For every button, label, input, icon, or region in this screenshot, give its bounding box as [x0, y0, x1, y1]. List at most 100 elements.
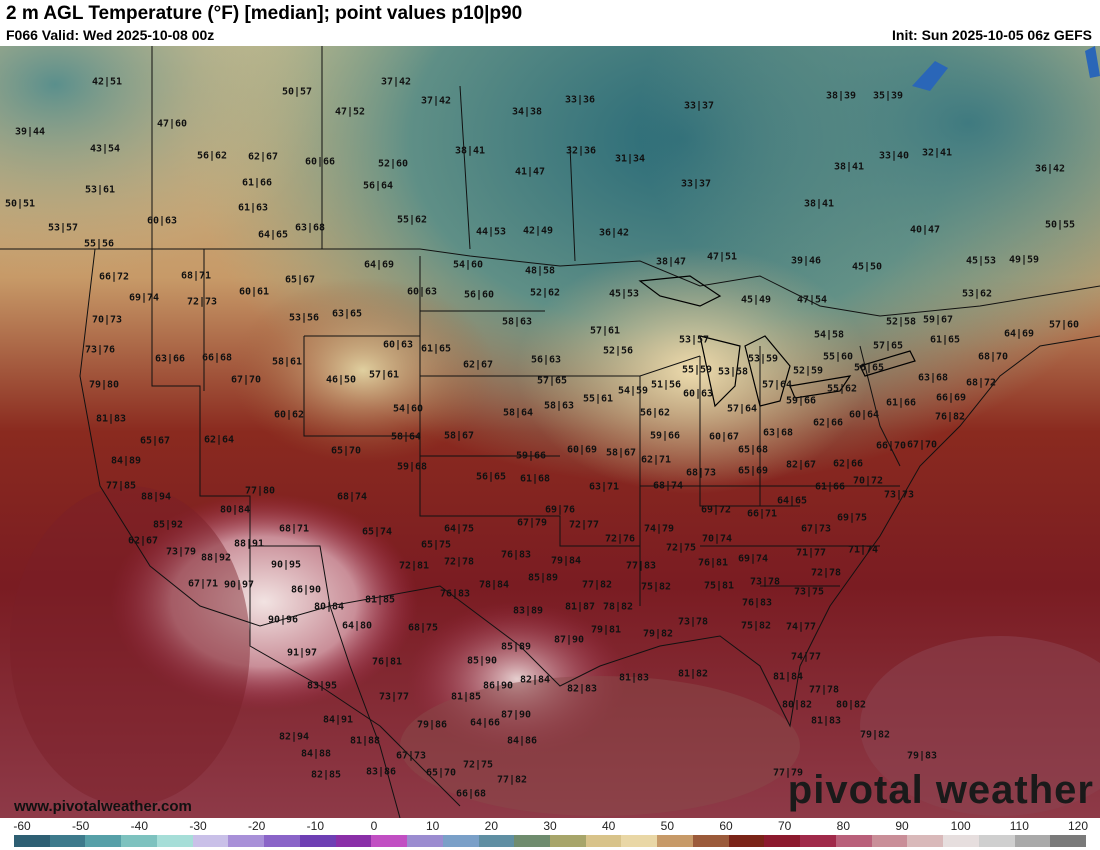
point-value: 79|80	[88, 379, 120, 391]
point-value: 53|58	[717, 366, 749, 378]
point-value: 68|71	[278, 523, 310, 535]
colorbar-swatch	[800, 835, 836, 847]
point-value: 65|74	[361, 526, 393, 538]
point-value: 80|82	[835, 699, 867, 711]
point-value: 69|72	[700, 504, 732, 516]
point-value: 53|62	[961, 288, 993, 300]
point-value: 48|58	[524, 265, 556, 277]
point-value: 52|58	[885, 316, 917, 328]
point-value: 45|53	[965, 255, 997, 267]
colorbar-swatch	[943, 835, 979, 847]
colorbar-tick-label: -40	[130, 819, 148, 833]
point-value: 47|60	[156, 118, 188, 130]
point-value: 62|64	[203, 434, 235, 446]
point-value: 52|60	[377, 158, 409, 170]
point-value: 57|64	[726, 403, 758, 415]
point-value: 90|97	[223, 579, 255, 591]
point-value: 56|62	[639, 407, 671, 419]
colorbar-swatch	[550, 835, 586, 847]
point-value: 61|63	[237, 202, 269, 214]
colorbar-bar	[14, 835, 1087, 847]
point-value: 44|53	[475, 226, 507, 238]
point-value: 65|70	[425, 767, 457, 779]
point-value: 58|67	[443, 430, 475, 442]
point-value: 59|68	[396, 461, 428, 473]
colorbar-tick-label: 70	[777, 819, 792, 833]
watermark-url: www.pivotalweather.com	[14, 798, 192, 815]
point-value: 76|81	[371, 656, 403, 668]
point-value: 72|76	[604, 533, 636, 545]
point-value: 65|75	[420, 539, 452, 551]
point-value: 72|75	[462, 759, 494, 771]
colorbar-tick-label: -10	[306, 819, 324, 833]
point-value: 64|80	[341, 620, 373, 632]
colorbar-swatch	[121, 835, 157, 847]
point-value: 66|68	[455, 788, 487, 800]
point-value: 50|57	[281, 86, 313, 98]
point-value: 65|69	[737, 465, 769, 477]
point-value: 47|54	[796, 294, 828, 306]
point-value: 32|36	[565, 145, 597, 157]
point-value: 56|65	[475, 471, 507, 483]
colorbar-tick-label: 0	[370, 819, 378, 833]
map-header: 2 m AGL Temperature (°F) [median]; point…	[0, 0, 1100, 46]
point-value: 72|73	[186, 296, 218, 308]
point-value: 64|69	[363, 259, 395, 271]
colorbar-tick-label: 110	[1009, 819, 1029, 833]
colorbar-tick-label: 50	[660, 819, 675, 833]
colorbar-tick-label: -30	[189, 819, 207, 833]
point-value: 62|67	[462, 359, 494, 371]
point-value: 81|83	[810, 715, 842, 727]
colorbar-tick-label: -20	[247, 819, 266, 833]
point-value: 70|74	[701, 533, 733, 545]
point-value: 57|65	[872, 340, 904, 352]
point-value: 80|82	[781, 699, 813, 711]
point-value: 56|65	[853, 362, 885, 374]
point-value: 79|82	[642, 628, 674, 640]
point-value: 91|97	[286, 647, 318, 659]
point-value: 39|44	[14, 126, 46, 138]
point-value: 31|34	[614, 153, 646, 165]
point-value: 77|78	[808, 684, 840, 696]
point-value: 64|66	[469, 717, 501, 729]
point-value: 55|62	[826, 383, 858, 395]
colorbar-swatch	[514, 835, 551, 847]
point-value: 79|82	[859, 729, 891, 741]
point-value: 79|81	[590, 624, 622, 636]
colorbar-swatch	[657, 835, 693, 847]
point-value: 76|83	[439, 588, 471, 600]
point-value: 66|72	[98, 271, 130, 283]
temperature-map[interactable]: 42|51 50|57 37|42 37|42 33|36 33|37 38|39 35|39…	[0, 46, 1100, 818]
point-value: 54|58	[813, 329, 845, 341]
point-value: 42|49	[522, 225, 554, 237]
valid-time: F066 Valid: Wed 2025-10-08 00z	[6, 27, 215, 43]
point-value: 58|61	[271, 356, 303, 368]
point-value: 58|64	[502, 407, 534, 419]
point-value: 87|90	[500, 709, 532, 721]
point-value: 61|68	[519, 473, 551, 485]
point-value: 85|92	[152, 519, 184, 531]
point-value: 86|90	[290, 584, 322, 596]
colorbar-swatch	[871, 835, 908, 847]
point-value: 90|96	[267, 614, 299, 626]
point-value: 60|63	[146, 215, 178, 227]
point-value: 76|81	[697, 557, 729, 569]
point-value: 72|78	[443, 556, 475, 568]
point-value: 38|41	[833, 161, 865, 173]
map-canvas	[0, 46, 1100, 818]
point-value: 67|71	[187, 578, 219, 590]
point-value: 49|59	[1008, 254, 1040, 266]
point-value: 77|83	[625, 560, 657, 572]
point-value: 67|70	[230, 374, 262, 386]
colorbar-swatch	[764, 835, 801, 847]
point-value: 81|83	[618, 672, 650, 684]
point-value: 59|66	[649, 430, 681, 442]
point-value: 72|78	[810, 567, 842, 579]
point-value: 87|90	[553, 634, 585, 646]
point-value: 76|83	[741, 597, 773, 609]
point-value: 86|90	[482, 680, 514, 692]
point-value: 65|67	[284, 274, 316, 286]
point-value: 81|84	[772, 671, 804, 683]
point-value: 84|86	[506, 735, 538, 747]
point-value: 57|64	[761, 379, 793, 391]
